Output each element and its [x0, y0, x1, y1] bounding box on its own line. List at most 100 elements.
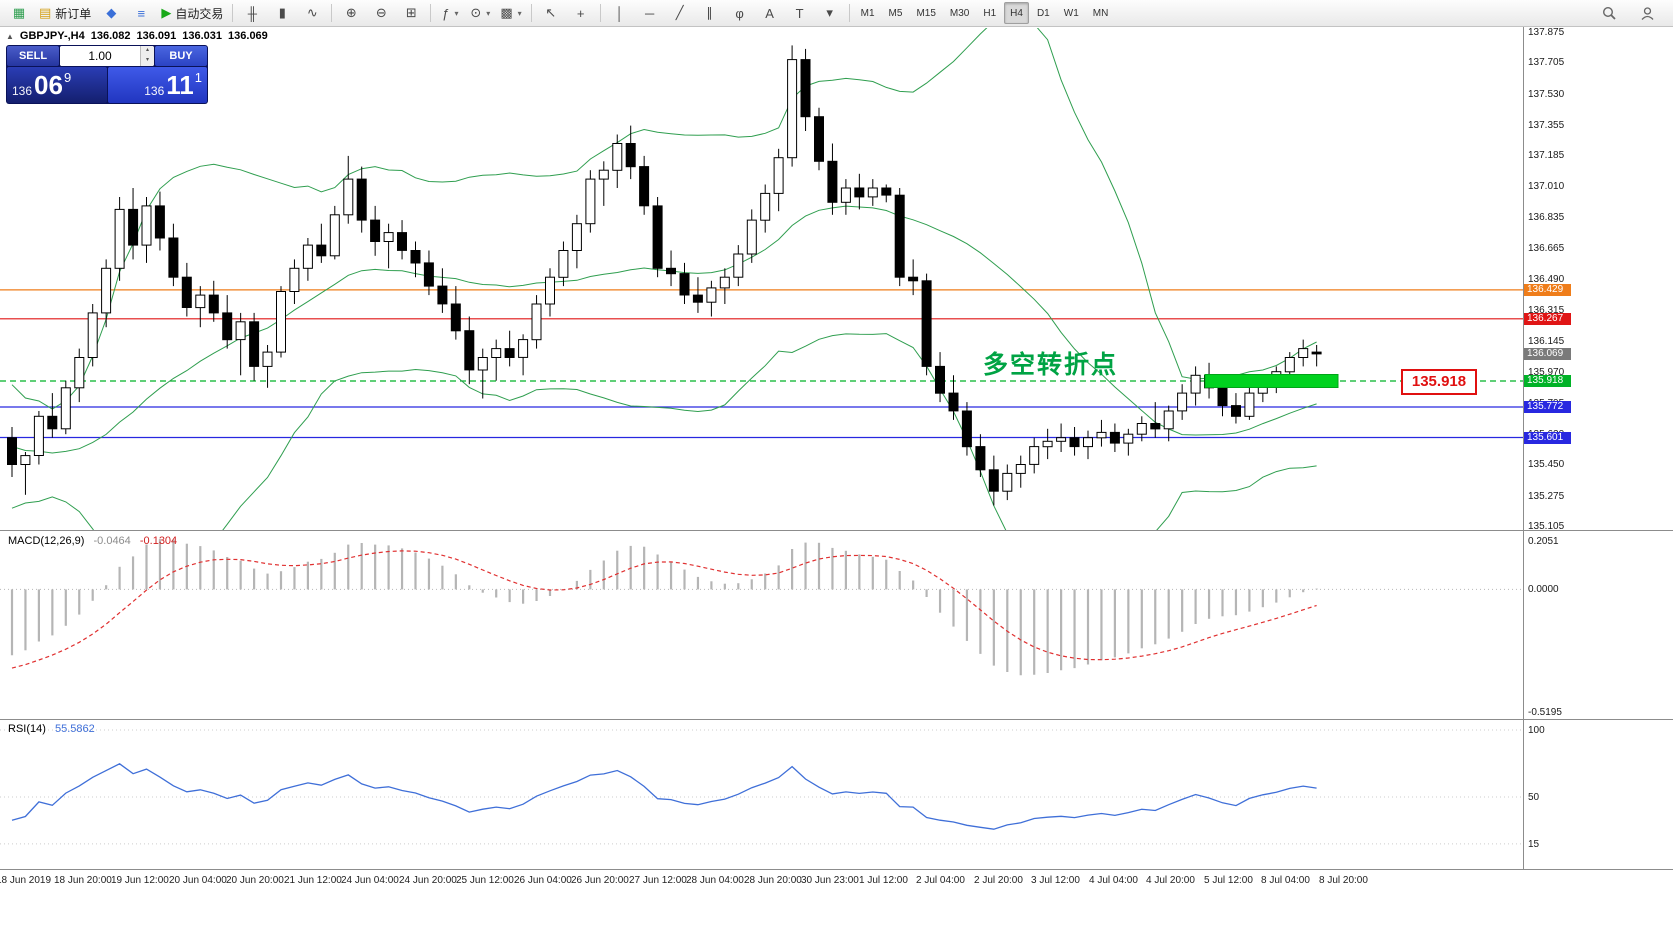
- time-axis-label: 24 Jun 04:00: [341, 875, 399, 886]
- vertical-line-icon[interactable]: │: [606, 1, 634, 25]
- pane-separator: [0, 869, 1673, 870]
- fibonacci-icon[interactable]: φ: [726, 1, 754, 25]
- toolbar: ▦ ▤ 新订单 ◆ ≡ ▶ 自动交易 ╫ ▮ ∿ ⊕ ⊖ ⊞ ƒ ▾ ⊙ ▾ ▩ ▾ ↖ + │ ─ ╱ ∥ φ A T ▾ M1 M5 M…: [0, 0, 1673, 27]
- volume-decrease-button[interactable]: ▾: [141, 56, 154, 66]
- time-axis-label: 18 Jun 20:00: [54, 875, 112, 886]
- timeframe-h1[interactable]: H1: [983, 7, 997, 19]
- time-axis-label: 1 Jul 12:00: [859, 875, 908, 886]
- bar-close: 136.069: [228, 30, 268, 42]
- price-axis-tick: 137.010: [1528, 181, 1565, 192]
- templates-icon[interactable]: ▩ ▾: [496, 1, 525, 25]
- chart-candles-icon[interactable]: ▮: [268, 1, 296, 25]
- auto-trading-button[interactable]: ▶ 自动交易: [157, 1, 227, 25]
- text-icon[interactable]: A: [756, 1, 784, 25]
- time-axis-label: 30 Jun 23:00: [801, 875, 859, 886]
- chart-bars-icon[interactable]: ╫: [238, 1, 266, 25]
- horizontal-line-icon[interactable]: ─: [636, 1, 664, 25]
- chevron-down-icon: ▾: [486, 8, 491, 18]
- horizontal-line-icon: ─: [645, 5, 655, 21]
- cursor-icon[interactable]: ↖: [537, 1, 565, 25]
- toolbar-separator: [848, 4, 850, 22]
- templates-icon: ▩: [500, 5, 513, 20]
- timeframe-m30[interactable]: M30: [949, 7, 970, 19]
- arrows-icon[interactable]: ▾: [816, 1, 844, 25]
- trendline-icon: ╱: [675, 5, 684, 20]
- new-order-button[interactable]: ▤ 新订单: [35, 1, 95, 25]
- volume-input[interactable]: [60, 46, 140, 66]
- price-axis-tick: 136.665: [1528, 243, 1565, 254]
- price-tag: 135.772: [1524, 401, 1571, 413]
- tile-windows-icon[interactable]: ⊞: [397, 1, 425, 25]
- price-tag: 135.918: [1524, 375, 1571, 387]
- app-chart-icon[interactable]: ▦: [5, 1, 33, 25]
- chart-profile-icon: ◆: [106, 5, 117, 20]
- sell-button[interactable]: SELL: [7, 46, 59, 66]
- buy-button[interactable]: BUY: [155, 46, 207, 66]
- timeframe-toolbar: M1 M5 M15 M30 H1 H4 D1 W1 MN: [854, 2, 1116, 24]
- fibonacci-icon: φ: [735, 5, 744, 21]
- collapse-trade-panel-icon[interactable]: ▲: [6, 31, 14, 41]
- toolbar-tools: ▦ ▤ 新订单 ◆ ≡ ▶ 自动交易 ╫ ▮ ∿ ⊕ ⊖ ⊞ ƒ ▾ ⊙ ▾ ▩ ▾ ↖ + │ ─ ╱ ∥ φ A T ▾: [4, 1, 845, 25]
- cursor-icon: ↖: [545, 5, 557, 20]
- sell-pips: 06: [34, 70, 63, 100]
- zoom-out-icon[interactable]: ⊖: [367, 1, 395, 25]
- pane-separator[interactable]: [0, 719, 1673, 720]
- price-axis-tick: 135.105: [1528, 521, 1565, 532]
- buy-price-button[interactable]: 136 11 1: [107, 67, 207, 103]
- price-tag: 135.601: [1524, 432, 1571, 444]
- bollinger-upper-band: [11, 28, 1317, 410]
- market-watch-icon[interactable]: ≡: [127, 1, 155, 25]
- search-icon[interactable]: [1594, 1, 1624, 25]
- turning-point-annotation[interactable]: 多空转折点: [983, 351, 1119, 379]
- sell-price-button[interactable]: 136 06 9: [7, 67, 107, 103]
- price-tag: 136.069: [1524, 348, 1571, 360]
- timeframe-mn[interactable]: MN: [1092, 7, 1109, 19]
- buy-big-figure: 136: [144, 84, 165, 98]
- indicators-icon: ƒ: [442, 5, 450, 21]
- time-axis-label: 25 Jun 12:00: [456, 875, 514, 886]
- trendline-icon[interactable]: ╱: [666, 1, 694, 25]
- price-axis-tick: 135.450: [1528, 459, 1565, 470]
- equidistant-channel-icon[interactable]: ∥: [696, 1, 724, 25]
- periods-icon[interactable]: ⊙ ▾: [466, 1, 494, 25]
- timeframe-m1[interactable]: M1: [860, 7, 875, 19]
- symbol-name: GBPJPY-,H4: [19, 30, 85, 42]
- time-axis-label: 3 Jul 12:00: [1031, 875, 1080, 886]
- macd-header: MACD(12,26,9) -0.0464 -0.1304: [8, 535, 177, 547]
- timeframe-w1[interactable]: W1: [1063, 7, 1079, 19]
- time-axis-label: 8 Jul 20:00: [1319, 875, 1368, 886]
- indicators-icon[interactable]: ƒ ▾: [436, 1, 464, 25]
- timeframe-m5[interactable]: M5: [888, 7, 903, 19]
- time-axis-label: 26 Jun 20:00: [571, 875, 629, 886]
- text-label-icon[interactable]: T: [786, 1, 814, 25]
- rsi-header: RSI(14) 55.5862: [8, 723, 95, 735]
- buy-pips: 11: [166, 70, 194, 100]
- volume-increase-button[interactable]: ▴: [141, 46, 154, 56]
- chart-profile-icon[interactable]: ◆: [97, 1, 125, 25]
- bollinger-bands: [11, 28, 1317, 531]
- new-order-button: ▤: [39, 5, 52, 20]
- zoom-in-icon[interactable]: ⊕: [337, 1, 365, 25]
- mql5-community-icon[interactable]: [1632, 1, 1662, 25]
- chart-bars-icon: ╫: [247, 5, 257, 21]
- time-axis-label: 26 Jun 04:00: [514, 875, 572, 886]
- time-axis-label: 2 Jul 04:00: [916, 875, 965, 886]
- crosshair-icon: +: [576, 5, 585, 21]
- timeframe-d1[interactable]: D1: [1036, 7, 1050, 19]
- price-tag: 136.267: [1524, 313, 1571, 325]
- auto-trading-button: ▶: [161, 5, 172, 20]
- sell-point: 9: [63, 70, 72, 85]
- price-callout-label[interactable]: 135.918: [1401, 369, 1477, 395]
- crosshair-icon[interactable]: +: [567, 1, 595, 25]
- pane-separator[interactable]: [0, 530, 1673, 531]
- macd-axis-label: 0.2051: [1528, 536, 1559, 547]
- rsi-line: [11, 763, 1317, 830]
- macd-signal-line: [11, 550, 1317, 669]
- text-icon: A: [765, 5, 774, 21]
- highlight-rectangle[interactable]: [1204, 374, 1339, 388]
- time-axis-label: 27 Jun 12:00: [629, 875, 687, 886]
- timeframe-m15[interactable]: M15: [916, 7, 936, 19]
- chart-line-icon[interactable]: ∿: [298, 1, 326, 25]
- timeframe-h4[interactable]: H4: [1004, 2, 1029, 24]
